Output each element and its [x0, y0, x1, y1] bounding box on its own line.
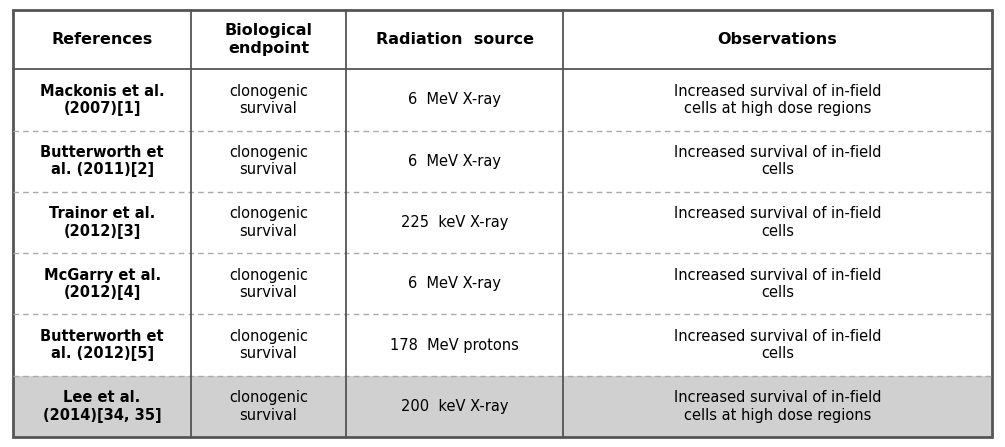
- Bar: [13, 376, 992, 437]
- Text: 6  MeV X-ray: 6 MeV X-ray: [408, 154, 501, 169]
- Text: Increased survival of in-field
cells: Increased survival of in-field cells: [673, 329, 881, 361]
- Text: Lee et al.
(2014)[34, 35]: Lee et al. (2014)[34, 35]: [43, 390, 162, 422]
- Text: Biological
endpoint: Biological endpoint: [224, 23, 313, 56]
- Text: Increased survival of in-field
cells: Increased survival of in-field cells: [673, 207, 881, 239]
- Text: Observations: Observations: [718, 32, 837, 47]
- Text: clonogenic
survival: clonogenic survival: [229, 84, 308, 116]
- Text: References: References: [51, 32, 153, 47]
- Text: 225  keV X-ray: 225 keV X-ray: [401, 215, 509, 230]
- Bar: [13, 69, 992, 131]
- Text: Increased survival of in-field
cells: Increased survival of in-field cells: [673, 145, 881, 177]
- Text: Increased survival of in-field
cells at high dose regions: Increased survival of in-field cells at …: [673, 390, 881, 422]
- Text: clonogenic
survival: clonogenic survival: [229, 329, 308, 361]
- Bar: [13, 253, 992, 314]
- Bar: [13, 192, 992, 253]
- Text: clonogenic
survival: clonogenic survival: [229, 390, 308, 422]
- Text: clonogenic
survival: clonogenic survival: [229, 207, 308, 239]
- Text: Mackonis et al.
(2007)[1]: Mackonis et al. (2007)[1]: [40, 84, 165, 116]
- Text: Increased survival of in-field
cells at high dose regions: Increased survival of in-field cells at …: [673, 84, 881, 116]
- Text: 178  MeV protons: 178 MeV protons: [390, 337, 519, 353]
- Text: 6  MeV X-ray: 6 MeV X-ray: [408, 93, 501, 107]
- Text: Butterworth et
al. (2012)[5]: Butterworth et al. (2012)[5]: [40, 329, 164, 361]
- Bar: [13, 131, 992, 192]
- Text: 200  keV X-ray: 200 keV X-ray: [401, 399, 509, 414]
- Text: Increased survival of in-field
cells: Increased survival of in-field cells: [673, 268, 881, 300]
- Text: Butterworth et
al. (2011)[2]: Butterworth et al. (2011)[2]: [40, 145, 164, 177]
- Bar: [13, 314, 992, 376]
- Text: 6  MeV X-ray: 6 MeV X-ray: [408, 276, 501, 291]
- Text: Trainor et al.
(2012)[3]: Trainor et al. (2012)[3]: [49, 207, 155, 239]
- Bar: [13, 10, 992, 69]
- Text: McGarry et al.
(2012)[4]: McGarry et al. (2012)[4]: [43, 268, 161, 300]
- Text: Radiation  source: Radiation source: [376, 32, 534, 47]
- Text: clonogenic
survival: clonogenic survival: [229, 145, 308, 177]
- Text: clonogenic
survival: clonogenic survival: [229, 268, 308, 300]
